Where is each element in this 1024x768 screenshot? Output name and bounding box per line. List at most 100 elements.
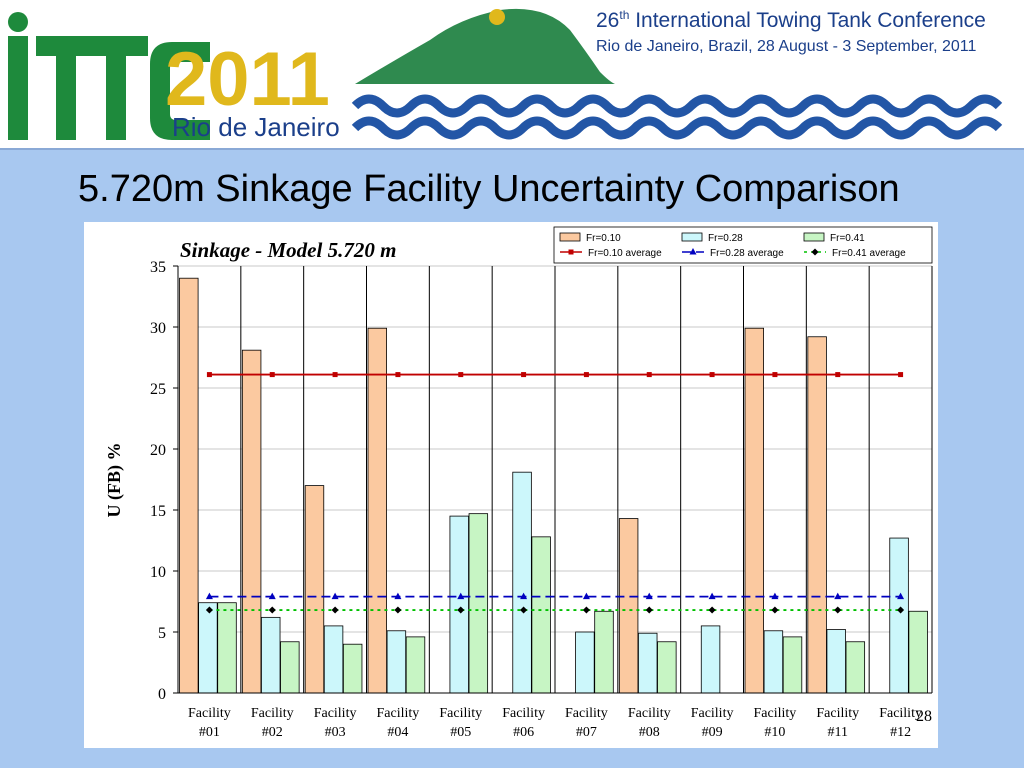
conference-title: International Towing Tank Conference: [629, 9, 985, 32]
x-tick-label-line2: #08: [639, 725, 660, 740]
x-tick-label-line2: #02: [262, 725, 283, 740]
x-tick-label-line1: Facility: [816, 706, 859, 721]
logo-city: Rio de Janeiro: [172, 112, 340, 142]
bar-010-10: [744, 327, 765, 694]
average-marker: [458, 372, 464, 378]
bar-041-11: [845, 641, 866, 694]
legend-swatch: [681, 232, 703, 242]
x-tick-label-line1: Facility: [754, 706, 797, 721]
average-marker: [897, 592, 905, 600]
bar-041-8: [657, 641, 677, 694]
bar-028-10: [763, 630, 784, 694]
x-tick-label-line1: Facility: [188, 706, 231, 721]
x-tick-label-line1: Facility: [502, 706, 545, 721]
sinkage-chart: 0 5 10 15 20 25 30 35 Facility #01 Facility #02 Faci…: [104, 226, 933, 740]
bar-028-3: [323, 625, 344, 694]
wave-pattern: [351, 94, 1003, 140]
average-marker: [582, 592, 590, 600]
average-marker: [457, 606, 465, 614]
y-tick-label: 5: [158, 625, 166, 642]
average-marker: [457, 592, 465, 600]
bar-028-7: [575, 631, 595, 694]
average-marker: [268, 606, 276, 614]
x-tick-label-line2: #01: [199, 725, 220, 740]
conference-banner: 2011 Rio de Janeiro 26th International T…: [0, 0, 1024, 150]
legend-label: Fr=0.41 average: [832, 248, 906, 259]
legend-label: Fr=0.41: [830, 233, 865, 244]
average-marker: [771, 592, 779, 600]
average-marker: [394, 606, 402, 614]
legend-marker: [689, 248, 697, 255]
y-tick-label: 25: [150, 381, 166, 398]
average-marker: [835, 372, 841, 378]
average-marker: [205, 592, 213, 600]
y-tick-label: 0: [158, 686, 166, 703]
average-marker: [834, 606, 842, 614]
y-tick-label: 30: [150, 320, 166, 337]
edition-number: 26: [596, 9, 619, 32]
average-marker: [897, 606, 905, 614]
average-marker: [269, 372, 275, 378]
y-axis-label: U (FB) %: [104, 443, 125, 518]
average-marker: [646, 372, 652, 378]
bar-028-11: [826, 629, 846, 694]
x-tick-label-line2: #11: [828, 725, 848, 740]
x-tick-label-line1: Facility: [691, 706, 734, 721]
bar-041-6: [531, 536, 551, 694]
average-marker: [205, 606, 213, 614]
average-marker: [771, 606, 779, 614]
average-marker: [521, 372, 527, 378]
x-tick-label-line1: Facility: [377, 706, 420, 721]
x-tick-label-line2: #03: [325, 725, 346, 740]
x-tick-label-line1: Facility: [879, 706, 922, 721]
legend-label: Fr=0.28: [708, 233, 743, 244]
bar-041-4: [405, 636, 426, 694]
x-tick-label-line2: #04: [387, 725, 408, 740]
bar-041-1: [217, 602, 237, 694]
x-tick-label-line2: #07: [576, 725, 597, 740]
bar-028-1: [198, 602, 218, 694]
x-tick-label-line1: Facility: [251, 706, 294, 721]
average-marker: [332, 372, 338, 378]
average-marker: [331, 592, 339, 600]
bar-041-5: [468, 513, 489, 694]
banner-graphics: 2011 Rio de Janeiro 26th International T…: [8, 8, 1003, 142]
bar-010-2: [241, 349, 262, 694]
legend-box: [553, 226, 933, 264]
y-tick-label: 35: [150, 259, 166, 276]
average-marker: [708, 606, 716, 614]
legend-swatch: [803, 232, 825, 242]
average-marker: [898, 372, 904, 378]
bar-041-7: [594, 610, 614, 694]
conference-name: 26th International Towing Tank Conferenc…: [596, 8, 986, 32]
bar-010-3: [304, 485, 325, 694]
mountain-icon: [355, 8, 615, 84]
conference-place-dates: Rio de Janeiro, Brazil, 28 August - 3 Se…: [596, 38, 976, 55]
bar-010-1: [179, 277, 199, 694]
bar-028-9: [700, 625, 721, 694]
average-marker: [583, 372, 589, 378]
x-tick-label-line2: #06: [513, 725, 534, 740]
average-marker: [206, 372, 212, 378]
chart-title: Sinkage - Model 5.720 m: [180, 238, 396, 262]
y-tick-label: 10: [150, 564, 166, 581]
x-tick-label-line1: Facility: [628, 706, 671, 721]
bar-028-8: [638, 632, 658, 694]
legend-label: Fr=0.28 average: [710, 248, 784, 259]
average-marker: [834, 592, 842, 600]
average-marker: [520, 606, 528, 614]
bar-010-8: [618, 518, 639, 694]
edition-suffix: th: [619, 8, 629, 22]
bar-041-3: [342, 643, 363, 694]
x-tick-label-line2: #05: [450, 725, 471, 740]
bar-041-2: [280, 641, 300, 694]
legend-label: Fr=0.10: [586, 233, 621, 244]
sun-icon: [489, 9, 505, 25]
bar-028-5: [449, 515, 469, 694]
bar-010-4: [367, 327, 388, 694]
legend-marker: [568, 249, 574, 255]
average-marker: [395, 372, 401, 378]
legend-marker: [811, 248, 819, 256]
x-tick-label-line1: Facility: [439, 706, 482, 721]
average-marker: [708, 592, 716, 600]
